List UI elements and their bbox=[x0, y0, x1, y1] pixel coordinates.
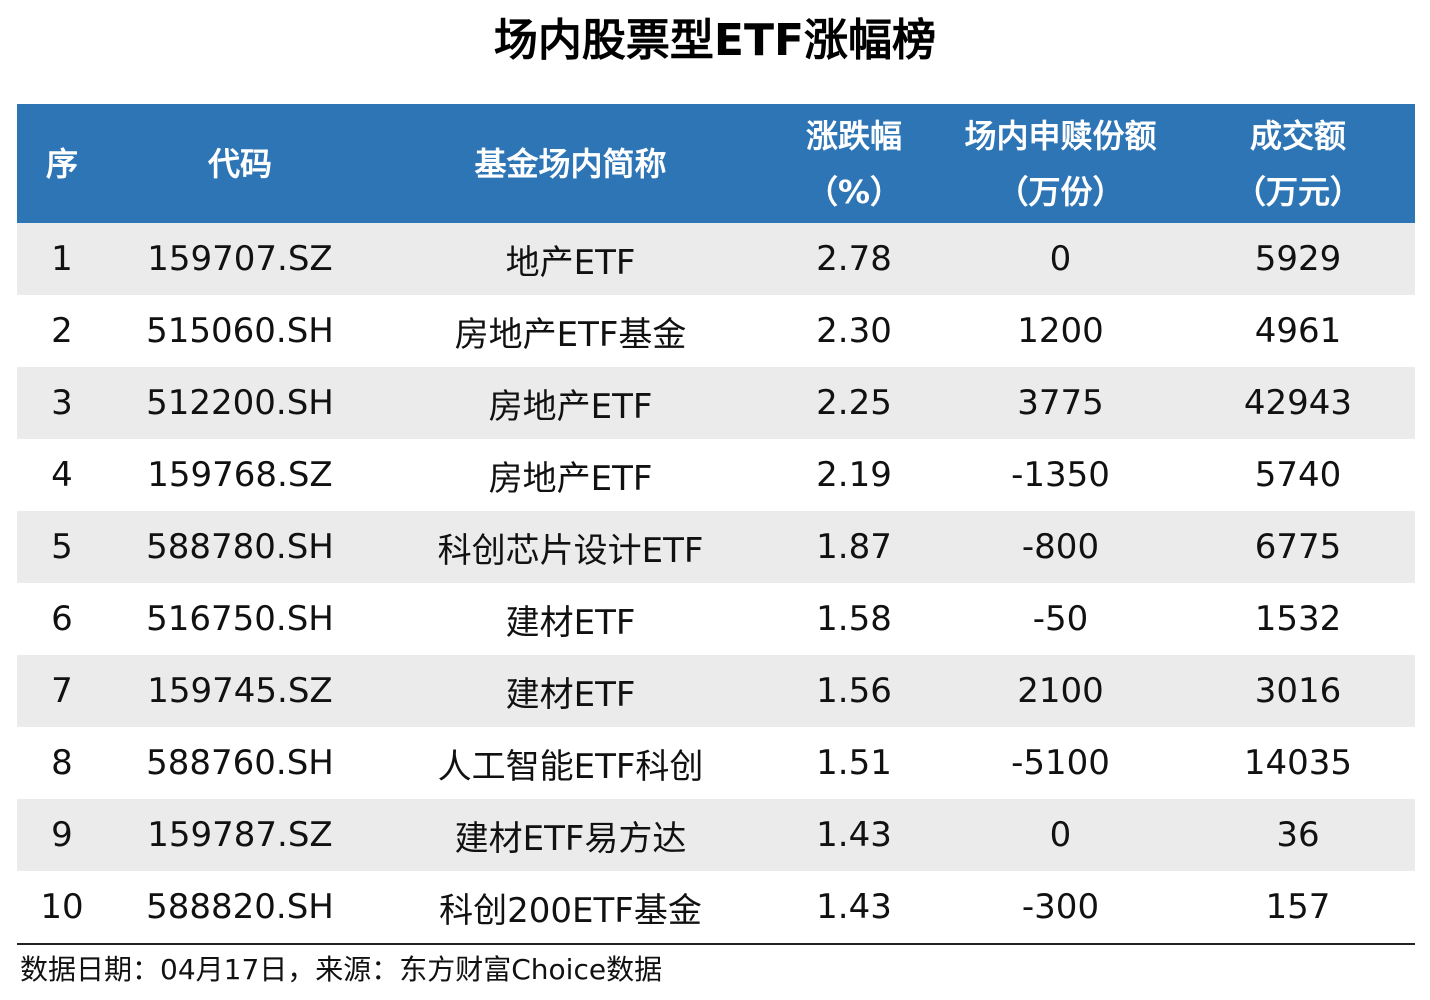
cell-name: 房地产ETF基金 bbox=[454, 314, 687, 355]
cell-code: 588820.SH bbox=[146, 887, 334, 927]
cell-turnover: 42943 bbox=[1243, 383, 1353, 423]
cell-rank: 8 bbox=[51, 743, 73, 783]
header-turnover: 成交额 （万元） bbox=[1181, 104, 1415, 223]
cell-name: 建材ETF bbox=[505, 674, 636, 715]
cell-name: 房地产ETF bbox=[488, 458, 653, 499]
header-shares-label: 场内申赎份额 bbox=[964, 116, 1157, 155]
cell-turnover: 6775 bbox=[1254, 527, 1342, 567]
cell-shares: 2100 bbox=[1017, 671, 1104, 711]
cell-code: 515060.SH bbox=[146, 311, 334, 351]
cell-change: 1.51 bbox=[816, 743, 892, 783]
header-code: 代码 bbox=[107, 104, 373, 223]
cell-turnover: 157 bbox=[1265, 887, 1331, 927]
cell-name: 建材ETF bbox=[505, 602, 636, 643]
cell-change: 2.30 bbox=[816, 311, 892, 351]
cell-code: 159787.SZ bbox=[147, 815, 333, 855]
source-note: 数据日期：04月17日，来源：东方财富Choice数据 bbox=[20, 953, 663, 986]
cell-code: 588780.SH bbox=[146, 527, 334, 567]
table-row: 3 512200.SH 房地产ETF 2.25 3775 42943 bbox=[17, 367, 1415, 439]
header-turnover-unit: （万元） bbox=[1233, 172, 1362, 211]
cell-name: 房地产ETF bbox=[488, 386, 653, 427]
cell-code: 159707.SZ bbox=[147, 239, 333, 279]
table-row: 9 159787.SZ 建材ETF易方达 1.43 0 36 bbox=[17, 799, 1415, 871]
header-change: 涨跌幅 （%） bbox=[768, 104, 940, 223]
cell-turnover: 5740 bbox=[1254, 455, 1342, 495]
cell-turnover: 4961 bbox=[1254, 311, 1342, 351]
cell-turnover: 36 bbox=[1276, 815, 1320, 855]
table-row: 7 159745.SZ 建材ETF 1.56 2100 3016 bbox=[17, 655, 1415, 727]
cell-change: 2.19 bbox=[816, 455, 892, 495]
cell-rank: 5 bbox=[51, 527, 73, 567]
header-change-label: 涨跌幅 bbox=[805, 116, 902, 155]
cell-rank: 7 bbox=[51, 671, 73, 711]
cell-rank: 1 bbox=[51, 239, 73, 279]
cell-shares: 0 bbox=[1049, 815, 1072, 855]
header-code-label: 代码 bbox=[207, 144, 272, 183]
cell-name: 人工智能ETF科创 bbox=[437, 746, 704, 787]
header-change-unit: （%） bbox=[805, 172, 903, 211]
table-row: 8 588760.SH 人工智能ETF科创 1.51 -5100 14035 bbox=[17, 727, 1415, 799]
cell-change: 1.43 bbox=[816, 887, 892, 927]
table-row: 10 588820.SH 科创200ETF基金 1.43 -300 157 bbox=[17, 871, 1415, 943]
table-header: 序 代码 基金场内简称 涨跌幅 （%） 场内申赎份额 （万份） 成交额 （万元） bbox=[17, 104, 1415, 223]
table-row: 2 515060.SH 房地产ETF基金 2.30 1200 4961 bbox=[17, 295, 1415, 367]
header-turnover-label: 成交额 bbox=[1249, 116, 1346, 155]
cell-rank: 3 bbox=[51, 383, 73, 423]
table-row: 6 516750.SH 建材ETF 1.58 -50 1532 bbox=[17, 583, 1415, 655]
header-rank: 序 bbox=[17, 104, 107, 223]
cell-rank: 9 bbox=[51, 815, 73, 855]
cell-change: 1.87 bbox=[816, 527, 892, 567]
table-body: 1 159707.SZ 地产ETF 2.78 0 5929 2 515060.S… bbox=[17, 223, 1415, 943]
cell-name: 地产ETF bbox=[505, 242, 636, 283]
cell-shares: -5100 bbox=[1011, 743, 1110, 783]
cell-name: 科创200ETF基金 bbox=[439, 890, 702, 931]
cell-change: 1.56 bbox=[816, 671, 892, 711]
header-name-label: 基金场内简称 bbox=[474, 144, 667, 183]
cell-shares: -1350 bbox=[1011, 455, 1110, 495]
header-shares: 场内申赎份额 （万份） bbox=[940, 104, 1181, 223]
cell-change: 2.78 bbox=[816, 239, 892, 279]
cell-change: 1.58 bbox=[816, 599, 892, 639]
page-title: 场内股票型ETF涨幅榜 bbox=[493, 15, 937, 66]
cell-change: 2.25 bbox=[816, 383, 892, 423]
cell-rank: 10 bbox=[40, 887, 84, 927]
header-shares-unit: （万份） bbox=[996, 172, 1125, 211]
cell-shares: 3775 bbox=[1017, 383, 1104, 423]
cell-turnover: 5929 bbox=[1254, 239, 1342, 279]
cell-shares: 1200 bbox=[1017, 311, 1104, 351]
cell-code: 159768.SZ bbox=[147, 455, 333, 495]
cell-rank: 6 bbox=[51, 599, 73, 639]
cell-shares: 0 bbox=[1049, 239, 1072, 279]
cell-turnover: 14035 bbox=[1243, 743, 1353, 783]
cell-shares: -300 bbox=[1021, 887, 1100, 927]
cell-code: 512200.SH bbox=[146, 383, 334, 423]
cell-turnover: 1532 bbox=[1254, 599, 1342, 639]
cell-code: 588760.SH bbox=[146, 743, 334, 783]
cell-shares: -800 bbox=[1021, 527, 1100, 567]
cell-name: 科创芯片设计ETF bbox=[437, 530, 704, 571]
cell-turnover: 3016 bbox=[1254, 671, 1342, 711]
table-row: 5 588780.SH 科创芯片设计ETF 1.87 -800 6775 bbox=[17, 511, 1415, 583]
cell-code: 516750.SH bbox=[146, 599, 334, 639]
etf-ranking-table: 序 代码 基金场内简称 涨跌幅 （%） 场内申赎份额 （万份） 成交额 （万元） bbox=[17, 104, 1415, 943]
cell-rank: 4 bbox=[51, 455, 73, 495]
header-name: 基金场内简称 bbox=[373, 104, 768, 223]
cell-change: 1.43 bbox=[816, 815, 892, 855]
cell-shares: -50 bbox=[1032, 599, 1089, 639]
header-row: 序 代码 基金场内简称 涨跌幅 （%） 场内申赎份额 （万份） 成交额 （万元） bbox=[17, 104, 1415, 223]
footer-divider bbox=[17, 943, 1415, 945]
header-rank-label: 序 bbox=[45, 144, 78, 183]
table-row: 4 159768.SZ 房地产ETF 2.19 -1350 5740 bbox=[17, 439, 1415, 511]
cell-name: 建材ETF易方达 bbox=[454, 818, 687, 859]
cell-code: 159745.SZ bbox=[147, 671, 333, 711]
table-row: 1 159707.SZ 地产ETF 2.78 0 5929 bbox=[17, 223, 1415, 295]
cell-rank: 2 bbox=[51, 311, 73, 351]
